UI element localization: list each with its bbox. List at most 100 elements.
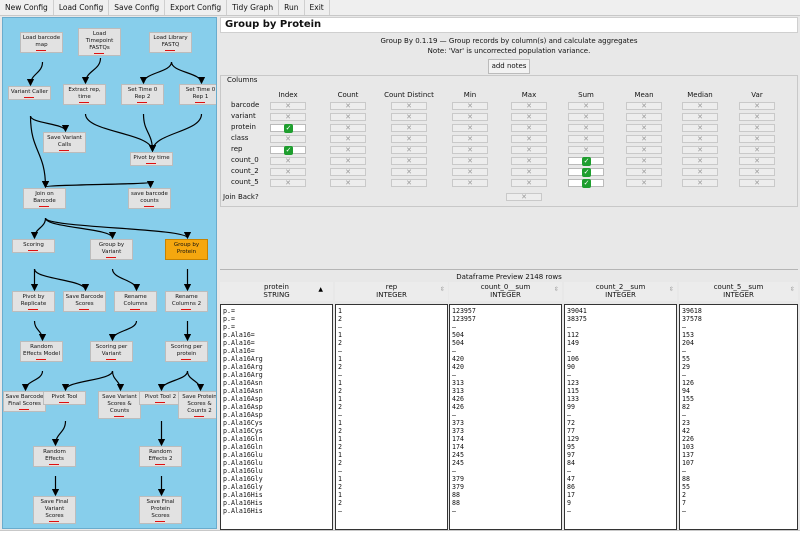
sort-ascending-icon[interactable]: ▲	[318, 286, 323, 293]
panel-splitter[interactable]	[220, 269, 798, 270]
graph-node-save-variant-scores-counts[interactable]: Save Variant Scores & Counts	[98, 391, 141, 419]
graph-node-pivot-tool-2[interactable]: Pivot Tool 2	[139, 391, 182, 405]
agg-toggle-count-5-max[interactable]: ✕	[511, 179, 547, 187]
agg-toggle-count-5-var[interactable]: ✕	[739, 179, 775, 187]
agg-toggle-count-5-median[interactable]: ✕	[682, 179, 718, 187]
dataframe-column-header[interactable]: count_5__sum INTEGER ⇳	[679, 282, 798, 301]
agg-toggle-count-0-count-distinct[interactable]: ✕	[391, 157, 427, 165]
agg-toggle-rep-count[interactable]: ✕	[330, 146, 366, 154]
graph-node-save-barcode-final-scores[interactable]: Save Barcode Final Scores	[3, 391, 46, 412]
agg-toggle-rep-count-distinct[interactable]: ✕	[391, 146, 427, 154]
graph-node-load-timepoint-fastqs[interactable]: Load Timepoint FASTQs	[78, 28, 121, 56]
graph-node-save-final-variant-scores[interactable]: Save Final Variant Scores	[33, 496, 76, 524]
graph-node-scoring[interactable]: Scoring	[12, 239, 55, 253]
node-title-field[interactable]: Group by Protein	[220, 17, 798, 33]
agg-toggle-protein-median[interactable]: ✕	[682, 124, 718, 132]
tidy-graph-button[interactable]: Tidy Graph	[227, 0, 280, 15]
new-config-button[interactable]: New Config	[0, 0, 54, 15]
graph-node-save-barcode-counts[interactable]: save barcode counts	[128, 188, 171, 209]
agg-toggle-count-2-mean[interactable]: ✕	[626, 168, 662, 176]
graph-node-load-library-fastq[interactable]: Load Library FASTQ	[149, 32, 192, 53]
export-config-button[interactable]: Export Config	[165, 0, 228, 15]
graph-node-random-effects[interactable]: Random Effects	[33, 446, 76, 467]
agg-toggle-count-2-max[interactable]: ✕	[511, 168, 547, 176]
agg-toggle-count-0-var[interactable]: ✕	[739, 157, 775, 165]
agg-toggle-rep-max[interactable]: ✕	[511, 146, 547, 154]
agg-toggle-rep-min[interactable]: ✕	[452, 146, 488, 154]
graph-node-set-time-0-rep-1[interactable]: Set Time 0 Rep 1	[179, 84, 216, 105]
agg-toggle-variant-max[interactable]: ✕	[511, 113, 547, 121]
agg-toggle-count-5-min[interactable]: ✕	[452, 179, 488, 187]
agg-toggle-class-median[interactable]: ✕	[682, 135, 718, 143]
agg-toggle-variant-min[interactable]: ✕	[452, 113, 488, 121]
graph-node-random-effects-model[interactable]: Random Effects Model	[20, 341, 63, 362]
agg-toggle-protein-count-distinct[interactable]: ✕	[391, 124, 427, 132]
agg-toggle-class-mean[interactable]: ✕	[626, 135, 662, 143]
pipeline-graph-canvas[interactable]: Load barcode map Load Timepoint FASTQs Loa…	[2, 17, 217, 529]
run-button[interactable]: Run	[279, 0, 305, 15]
agg-toggle-count-2-var[interactable]: ✕	[739, 168, 775, 176]
agg-toggle-barcode-median[interactable]: ✕	[682, 102, 718, 110]
graph-node-pivot-by-time[interactable]: Pivot by time	[130, 152, 173, 166]
graph-node-save-protein-scores-counts-2[interactable]: Save Protein Scores & Counts 2	[178, 391, 216, 419]
agg-toggle-rep-median[interactable]: ✕	[682, 146, 718, 154]
graph-node-save-final-protein-scores[interactable]: Save Final Protein Scores	[139, 496, 182, 524]
agg-toggle-protein-max[interactable]: ✕	[511, 124, 547, 132]
agg-toggle-count-5-sum[interactable]: ✓	[568, 179, 604, 188]
agg-toggle-variant-var[interactable]: ✕	[739, 113, 775, 121]
agg-toggle-class-count[interactable]: ✕	[330, 135, 366, 143]
graph-node-join-on-barcode[interactable]: Join on Barcode	[23, 188, 66, 209]
agg-toggle-protein-min[interactable]: ✕	[452, 124, 488, 132]
agg-toggle-protein-var[interactable]: ✕	[739, 124, 775, 132]
save-config-button[interactable]: Save Config	[109, 0, 166, 15]
agg-toggle-count-2-index[interactable]: ✕	[270, 168, 306, 176]
agg-toggle-count-5-count[interactable]: ✕	[330, 179, 366, 187]
load-config-button[interactable]: Load Config	[54, 0, 110, 15]
agg-toggle-variant-count[interactable]: ✕	[330, 113, 366, 121]
agg-toggle-variant-median[interactable]: ✕	[682, 113, 718, 121]
agg-toggle-variant-sum[interactable]: ✕	[568, 113, 604, 121]
sort-icon[interactable]: ⇳	[553, 286, 559, 293]
graph-node-save-barcode-scores[interactable]: Save Barcode Scores	[63, 291, 106, 312]
agg-toggle-count-0-min[interactable]: ✕	[452, 157, 488, 165]
agg-toggle-count-0-count[interactable]: ✕	[330, 157, 366, 165]
agg-toggle-protein-mean[interactable]: ✕	[626, 124, 662, 132]
graph-node-pivot-tool[interactable]: Pivot Tool	[43, 391, 86, 405]
agg-toggle-barcode-sum[interactable]: ✕	[568, 102, 604, 110]
agg-toggle-count-5-index[interactable]: ✕	[270, 179, 306, 187]
graph-node-variant-caller[interactable]: Variant Caller	[8, 86, 51, 100]
agg-toggle-count-2-count[interactable]: ✕	[330, 168, 366, 176]
agg-toggle-count-0-mean[interactable]: ✕	[626, 157, 662, 165]
agg-toggle-barcode-mean[interactable]: ✕	[626, 102, 662, 110]
agg-toggle-count-5-count-distinct[interactable]: ✕	[391, 179, 427, 187]
agg-toggle-protein-sum[interactable]: ✕	[568, 124, 604, 132]
graph-node-extract-rep-time[interactable]: Extract rep, time	[63, 84, 106, 105]
agg-toggle-count-0-max[interactable]: ✕	[511, 157, 547, 165]
graph-node-group-by-protein[interactable]: Group by Protein	[165, 239, 208, 260]
agg-toggle-class-max[interactable]: ✕	[511, 135, 547, 143]
agg-toggle-class-index[interactable]: ✕	[270, 135, 306, 143]
agg-toggle-class-sum[interactable]: ✕	[568, 135, 604, 143]
agg-toggle-count-0-sum[interactable]: ✓	[568, 157, 604, 166]
graph-node-group-by-variant[interactable]: Group by Variant	[90, 239, 133, 260]
agg-toggle-barcode-index[interactable]: ✕	[270, 102, 306, 110]
graph-node-random-effects-2[interactable]: Random Effects 2	[139, 446, 182, 467]
agg-toggle-barcode-count-distinct[interactable]: ✕	[391, 102, 427, 110]
dataframe-column-header[interactable]: count_2__sum INTEGER ⇳	[564, 282, 677, 301]
agg-toggle-rep-sum[interactable]: ✕	[568, 146, 604, 154]
exit-button[interactable]: Exit	[305, 0, 330, 15]
agg-toggle-class-count-distinct[interactable]: ✕	[391, 135, 427, 143]
dataframe-column-header[interactable]: protein STRING ▲	[220, 282, 333, 301]
dataframe-column-header[interactable]: rep INTEGER ⇳	[335, 282, 448, 301]
sort-icon[interactable]: ⇳	[789, 286, 795, 293]
agg-toggle-variant-mean[interactable]: ✕	[626, 113, 662, 121]
agg-toggle-count-2-sum[interactable]: ✓	[568, 168, 604, 177]
agg-toggle-rep-index[interactable]: ✓	[270, 146, 306, 155]
agg-toggle-count-2-median[interactable]: ✕	[682, 168, 718, 176]
agg-toggle-class-min[interactable]: ✕	[452, 135, 488, 143]
agg-toggle-count-2-min[interactable]: ✕	[452, 168, 488, 176]
agg-toggle-class-var[interactable]: ✕	[739, 135, 775, 143]
graph-node-rename-columns-2[interactable]: Rename Columns 2	[165, 291, 208, 312]
sort-icon[interactable]: ⇳	[439, 286, 445, 293]
agg-toggle-barcode-min[interactable]: ✕	[452, 102, 488, 110]
